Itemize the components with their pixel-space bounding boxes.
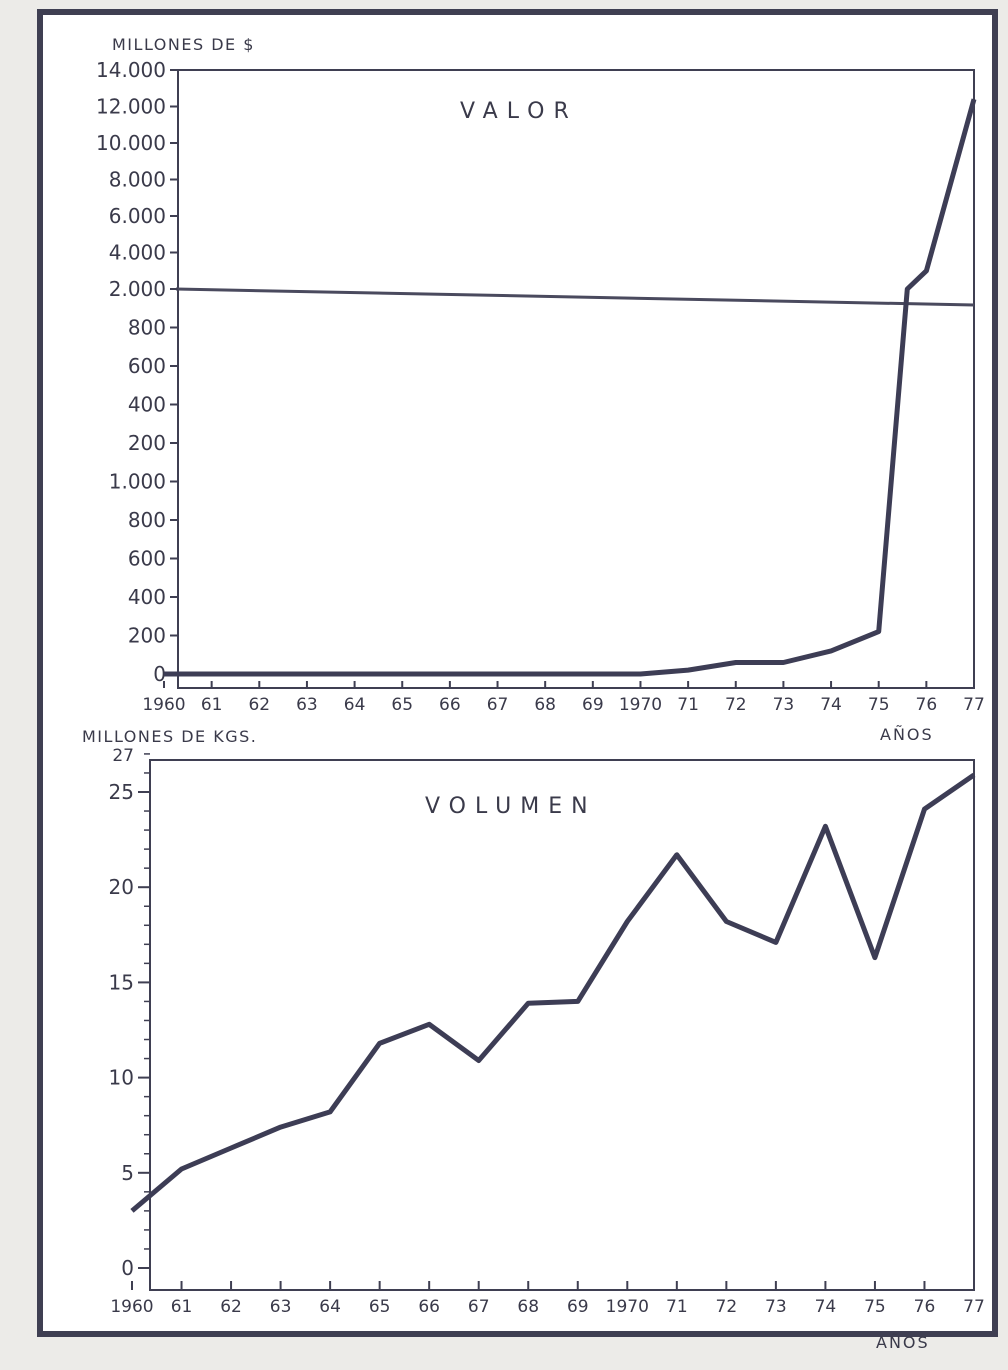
valor-y-tick-label: 400 <box>128 585 166 609</box>
valor-y-tick-label: 6.000 <box>109 204 166 228</box>
valor-x-tick-label: 77 <box>963 695 985 715</box>
valor-y-tick-label: 1.000 <box>109 470 166 494</box>
valor-x-tick-label: 61 <box>201 695 223 715</box>
valor-chart: MILLONES DE $ VALOR AÑOS 0 200 400 600 800 1.… <box>96 35 985 744</box>
valor-x-tick-label: 73 <box>773 695 795 715</box>
valor-x-axis-label: AÑOS <box>880 725 934 744</box>
valor-y-tick-label: 400 <box>128 393 166 417</box>
valor-x-tick-label: 76 <box>916 695 938 715</box>
volumen-x-tick-label: 67 <box>468 1297 490 1317</box>
valor-x-tick-label: 62 <box>248 695 270 715</box>
volumen-x-tick-label: 74 <box>815 1297 837 1317</box>
volumen-x-tick-label: 1960 <box>110 1297 153 1317</box>
valor-x-tick-label: 67 <box>487 695 509 715</box>
valor-y-tick-label: 8.000 <box>109 168 166 192</box>
volumen-title: VOLUMEN <box>425 794 597 819</box>
valor-y-tick-label: 600 <box>128 354 166 378</box>
volumen-x-tick-label: 72 <box>716 1297 738 1317</box>
valor-y-tick-label: 12.000 <box>96 95 166 119</box>
volumen-x-tick-label: 66 <box>418 1297 440 1317</box>
valor-x-tick-label: 72 <box>725 695 747 715</box>
valor-y-ticks: 0 200 400 600 800 1.000 200 400 600 800 2.000 4.000… <box>96 58 178 686</box>
valor-title: VALOR <box>460 99 578 124</box>
volumen-y-tick-label: 25 <box>109 780 134 804</box>
volumen-plot-frame <box>149 759 975 1291</box>
volumen-y-tick-label: 0 <box>121 1256 134 1280</box>
valor-x-tick-label: 1960 <box>142 695 185 715</box>
volumen-x-tick-label: 1970 <box>606 1297 649 1317</box>
valor-y-unit-label: MILLONES DE $ <box>112 35 255 54</box>
valor-y-tick-label: 600 <box>128 547 166 571</box>
volumen-x-tick-label: 71 <box>666 1297 688 1317</box>
volumen-x-tick-label: 64 <box>319 1297 341 1317</box>
volumen-y-unit-label: MILLONES DE KGS. <box>82 727 257 746</box>
valor-x-ticks: 1960 61 62 63 64 65 66 67 68 69 1970 71 72 73 74 75 76 77 <box>142 681 985 715</box>
valor-y-tick-label: 14.000 <box>96 58 166 82</box>
valor-y-tick-label: 10.000 <box>96 131 166 155</box>
valor-x-tick-label: 71 <box>677 695 699 715</box>
volumen-x-tick-label: 68 <box>517 1297 539 1317</box>
volumen-y-tick-label: 27 <box>112 746 134 766</box>
valor-x-tick-label: 63 <box>296 695 318 715</box>
valor-x-tick-label: 64 <box>344 695 366 715</box>
valor-plot-frame <box>177 69 975 689</box>
volumen-x-tick-label: 63 <box>270 1297 292 1317</box>
valor-x-tick-label: 65 <box>391 695 413 715</box>
volumen-x-tick-label: 65 <box>369 1297 391 1317</box>
valor-x-tick-label: 69 <box>582 695 604 715</box>
valor-x-tick-label: 74 <box>820 695 842 715</box>
valor-y-tick-label: 0 <box>153 662 166 686</box>
volumen-y-tick-label: 10 <box>109 1066 134 1090</box>
volumen-x-axis-label: AÑOS <box>876 1333 930 1352</box>
volumen-x-tick-label: 73 <box>765 1297 787 1317</box>
valor-y-tick-label: 4.000 <box>109 241 166 265</box>
volumen-x-tick-label: 77 <box>963 1297 985 1317</box>
valor-x-tick-label: 68 <box>534 695 556 715</box>
volumen-y-ticks: 0 5 10 15 20 25 27 <box>109 746 150 1280</box>
valor-x-tick-label: 1970 <box>619 695 662 715</box>
valor-y-tick-label: 800 <box>128 508 166 532</box>
volumen-series-line <box>130 772 976 1213</box>
volumen-y-tick-label: 5 <box>121 1161 134 1185</box>
valor-x-tick-label: 66 <box>439 695 461 715</box>
valor-axis-break-line <box>175 287 975 307</box>
volumen-x-ticks: 1960 61 62 63 64 65 66 67 68 69 1970 71 72 73 74 75 76 77 <box>110 1281 985 1317</box>
valor-y-tick-label: 2.000 <box>109 277 166 301</box>
volumen-x-tick-label: 62 <box>220 1297 242 1317</box>
valor-y-tick-label: 800 <box>128 316 166 340</box>
volumen-x-tick-label: 76 <box>914 1297 936 1317</box>
valor-x-tick-label: 75 <box>868 695 890 715</box>
valor-y-tick-label: 200 <box>128 431 166 455</box>
volumen-y-tick-label: 20 <box>109 875 134 899</box>
volumen-y-tick-label: 15 <box>109 970 134 994</box>
volumen-chart: MILLONES DE KGS. VOLUMEN AÑOS 0 5 10 15 20 25… <box>82 727 985 1352</box>
valor-y-tick-label: 200 <box>128 624 166 648</box>
volumen-x-tick-label: 69 <box>567 1297 589 1317</box>
volumen-x-tick-label: 61 <box>171 1297 193 1317</box>
valor-series-line <box>164 98 977 677</box>
volumen-x-tick-label: 75 <box>864 1297 886 1317</box>
